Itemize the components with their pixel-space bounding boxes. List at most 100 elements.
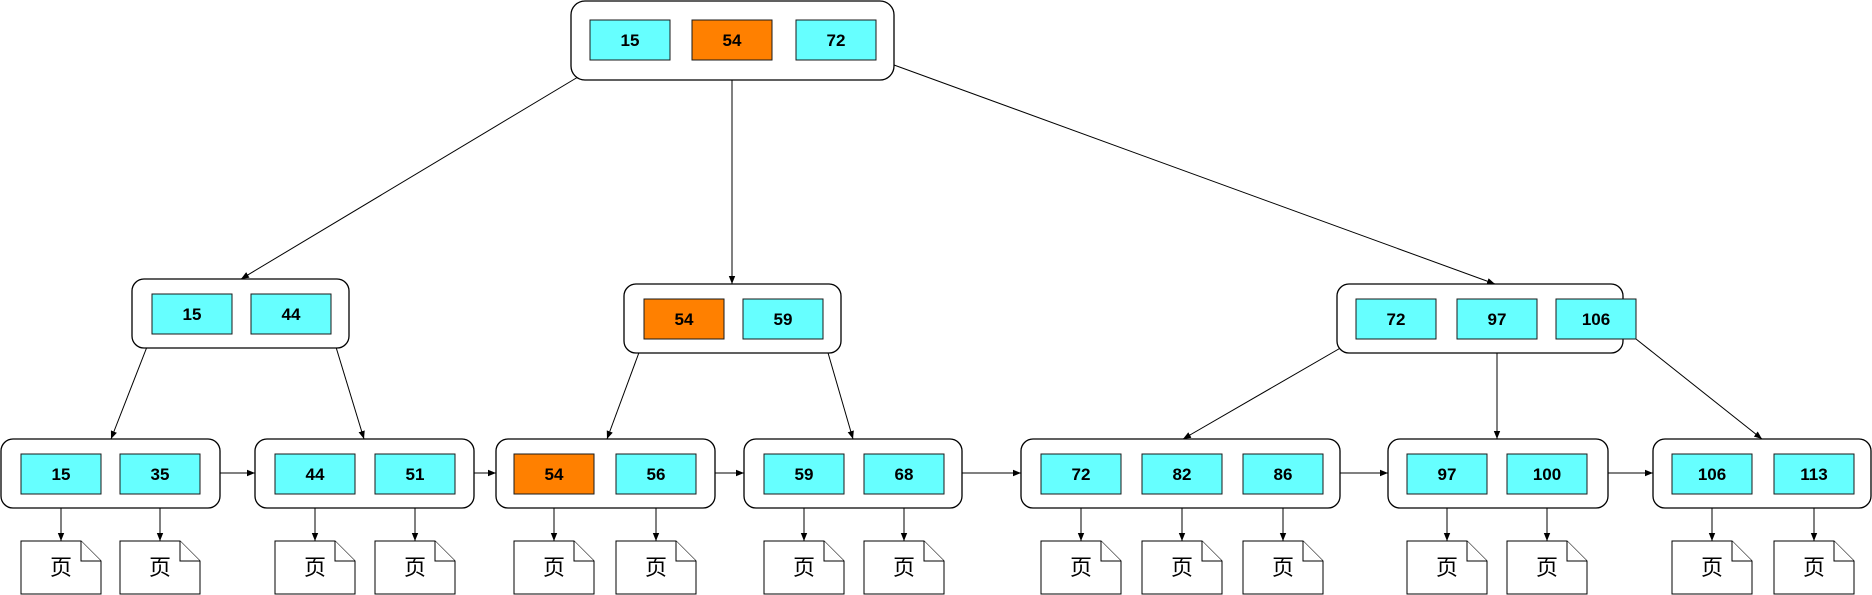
page-fold (334, 541, 355, 562)
page-label: 页 (1070, 556, 1092, 581)
key-label: 86 (1274, 465, 1293, 484)
key-cell (1555, 298, 1637, 340)
key-cell (374, 453, 456, 495)
root-node: 15 54 72 (570, 0, 895, 81)
page-icon: 页 (274, 540, 356, 595)
key-label: 72 (1072, 465, 1091, 484)
leaf-node: 106 113 (1652, 438, 1872, 509)
page-icon: 页 (1506, 540, 1588, 595)
key-cell (615, 453, 697, 495)
page-label: 页 (404, 556, 426, 581)
internal-node: 54 59 (623, 283, 842, 354)
page-icon: 页 (863, 540, 945, 595)
page-fold (179, 541, 200, 562)
page-fold (1302, 541, 1323, 562)
page-icon: 页 (1242, 540, 1324, 595)
key-label: 51 (406, 465, 425, 484)
key-cell (1506, 453, 1588, 495)
key-cell (863, 453, 945, 495)
page-label: 页 (50, 556, 72, 581)
key-cell (1355, 298, 1437, 340)
key-label: 15 (52, 465, 71, 484)
page-label: 页 (1272, 556, 1294, 581)
key-cell (1141, 453, 1223, 495)
key-cell (119, 453, 201, 495)
key-label: 15 (621, 31, 640, 50)
key-label: 54 (675, 310, 694, 329)
key-cell-highlighted (691, 19, 773, 61)
page-icon: 页 (374, 540, 456, 595)
page-fold (1201, 541, 1222, 562)
page-fold (1833, 541, 1854, 562)
key-label: 82 (1173, 465, 1192, 484)
page-label: 页 (1436, 556, 1458, 581)
page-fold (80, 541, 101, 562)
key-cell (763, 453, 845, 495)
page-icon: 页 (1406, 540, 1488, 595)
key-cell (589, 19, 671, 61)
key-label: 72 (827, 31, 846, 50)
key-label: 44 (282, 305, 301, 324)
internal-to-leaf-arrow (823, 338, 854, 440)
leaf-node: 97 100 (1387, 438, 1609, 509)
key-cell (1671, 453, 1753, 495)
page-label: 页 (304, 556, 326, 581)
key-label: 35 (151, 465, 170, 484)
page-fold (1731, 541, 1752, 562)
key-label: 54 (723, 31, 742, 50)
page-fold (1566, 541, 1587, 562)
internal-to-leaf-arrow (606, 338, 645, 440)
page-label: 页 (1701, 556, 1723, 581)
page-fold (823, 541, 844, 562)
page-label: 页 (1171, 556, 1193, 581)
page-icon: 页 (763, 540, 845, 595)
page-icon: 页 (20, 540, 102, 595)
key-label: 59 (774, 310, 793, 329)
key-label: 54 (545, 465, 564, 484)
key-label: 56 (647, 465, 666, 484)
key-label: 106 (1582, 310, 1610, 329)
key-cell (795, 19, 877, 61)
internal-to-leaf-arrow (1182, 338, 1357, 440)
key-cell (20, 453, 102, 495)
key-label: 106 (1698, 465, 1726, 484)
leaf-node: 15 35 (0, 438, 221, 509)
key-cell (151, 293, 233, 335)
key-cell-highlighted (513, 453, 595, 495)
page-label: 页 (543, 556, 565, 581)
key-cell (742, 298, 824, 340)
page-label: 页 (149, 556, 171, 581)
leaf-node: 54 56 (495, 438, 716, 509)
edges-layer (57, 59, 1818, 541)
key-label: 59 (795, 465, 814, 484)
page-fold (675, 541, 696, 562)
root-to-internal-arrow (240, 67, 594, 280)
key-cell (250, 293, 332, 335)
page-icon: 页 (1040, 540, 1122, 595)
internal-node: 15 44 (131, 278, 350, 349)
key-label: 97 (1438, 465, 1457, 484)
page-icon: 页 (513, 540, 595, 595)
key-label: 97 (1488, 310, 1507, 329)
key-label: 68 (895, 465, 914, 484)
key-label: 15 (183, 305, 202, 324)
key-cell (1406, 453, 1488, 495)
key-label: 72 (1387, 310, 1406, 329)
internal-to-leaf-arrow (331, 333, 365, 440)
page-label: 页 (893, 556, 915, 581)
root-to-internal-arrow (893, 64, 1496, 285)
page-icon: 页 (119, 540, 201, 595)
key-cell (1456, 298, 1538, 340)
page-icon: 页 (1671, 540, 1753, 595)
leaf-node: 59 68 (743, 438, 963, 509)
leaf-node: 72 82 86 (1020, 438, 1341, 509)
page-label: 页 (1803, 556, 1825, 581)
key-cell (1040, 453, 1122, 495)
leaf-node: 44 51 (254, 438, 475, 509)
page-icon: 页 (1773, 540, 1855, 595)
page-icon: 页 (615, 540, 697, 595)
key-cell (1242, 453, 1324, 495)
page-fold (923, 541, 944, 562)
key-label: 44 (306, 465, 325, 484)
